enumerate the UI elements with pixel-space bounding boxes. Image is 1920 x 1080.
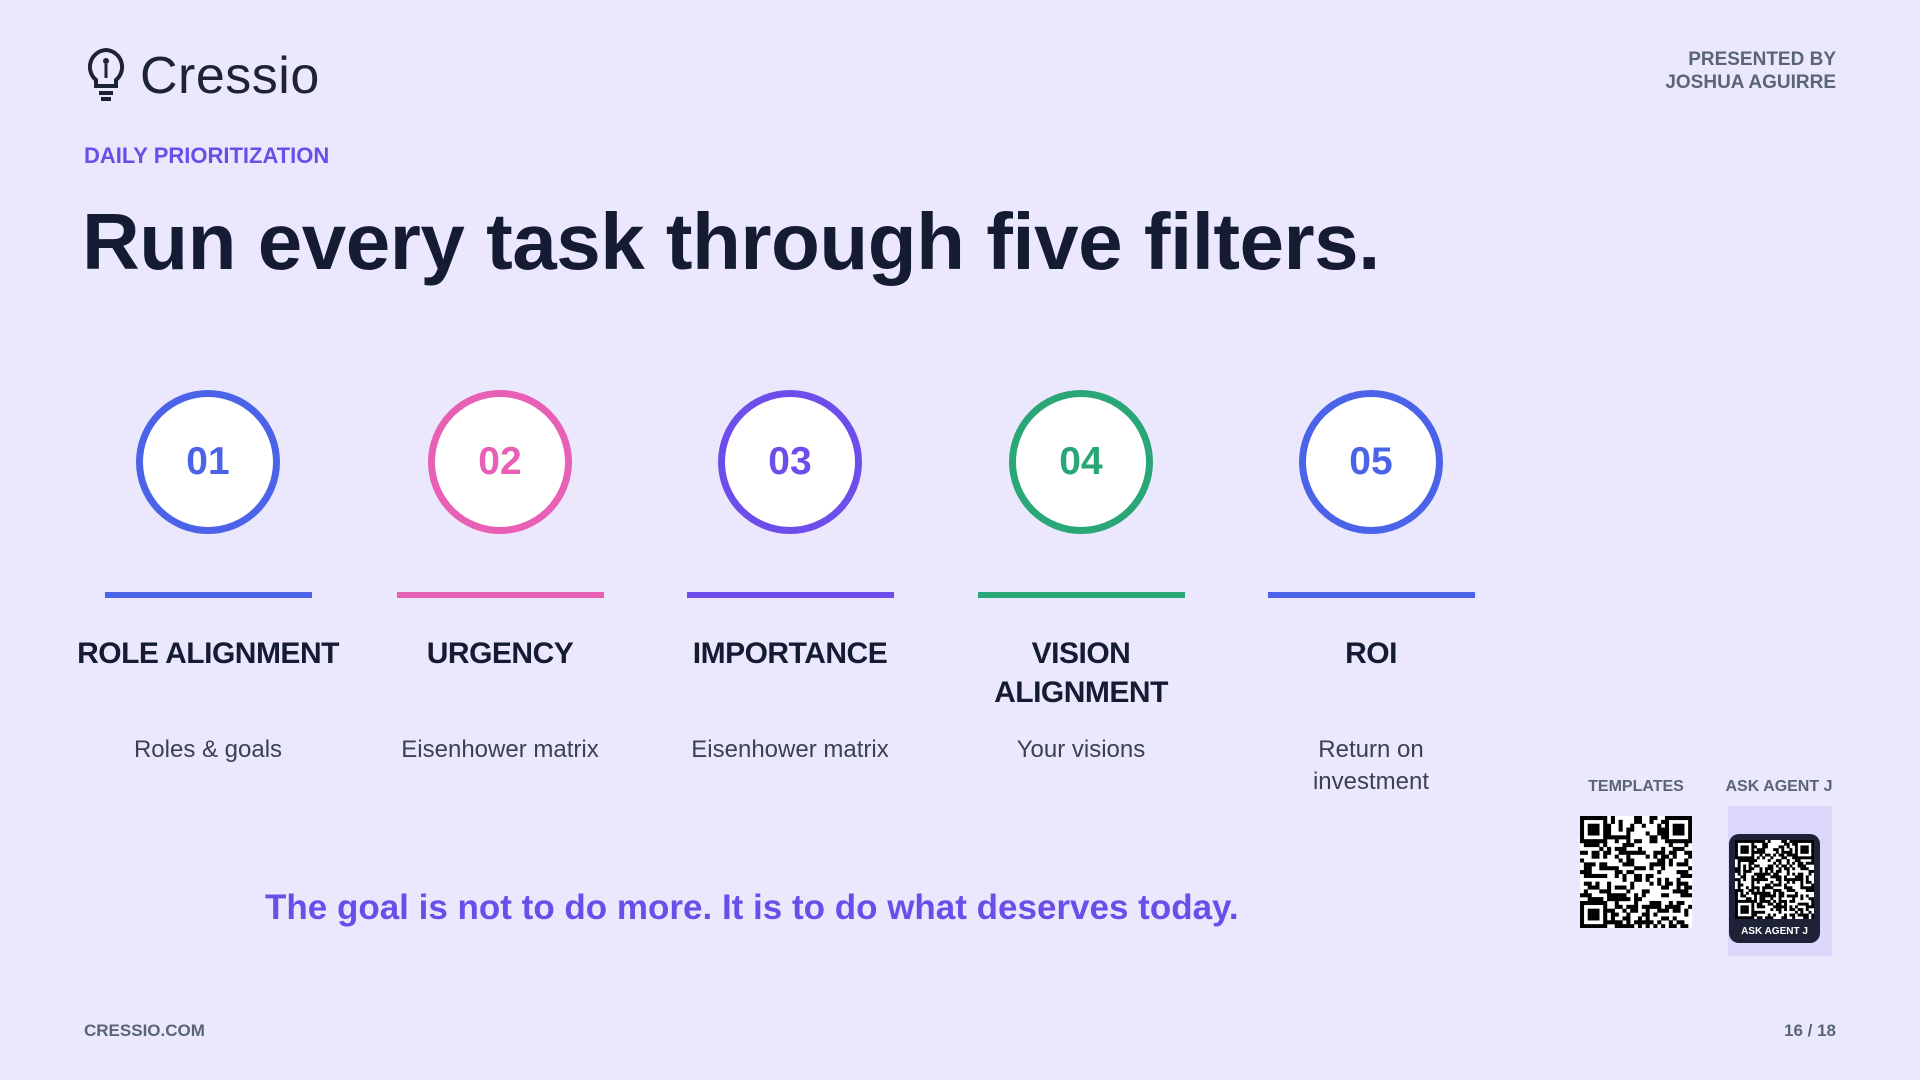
brand-name: Cressio	[140, 47, 320, 105]
eyebrow: DAILY PRIORITIZATION	[84, 143, 330, 168]
filter: 03 IMPORTANCE Eisenhower matrix	[640, 390, 940, 766]
filter: 04 VISION ALIGNMENT Your visions	[931, 390, 1231, 766]
filter-title: ROLE ALIGNMENT	[77, 637, 339, 670]
filter-description: Your visions	[1016, 736, 1146, 763]
page-number: 16 / 18	[1784, 1021, 1836, 1040]
footer-site: CRESSIO.COM	[84, 1021, 205, 1040]
qr-frame: ASK AGENT J	[1729, 834, 1820, 943]
filter-description: Eisenhower matrix	[691, 736, 889, 763]
qr-label: TEMPLATES	[1588, 778, 1684, 795]
filter-rule	[104, 592, 312, 598]
filter-title: ROI	[1345, 637, 1397, 670]
filter-description: Roles & goals	[133, 736, 283, 763]
presenter: PRESENTED BY JOSHUA AGUIRRE	[1665, 48, 1836, 94]
qr-badge: ASK AGENT J	[1741, 926, 1808, 937]
filter-number: 01	[136, 390, 280, 534]
qr-label: ASK AGENT J	[1725, 778, 1833, 795]
filter-title: VISION ALIGNMENT	[994, 637, 1168, 709]
presenter-label: PRESENTED BY	[1688, 49, 1836, 70]
filter-number: 04	[1009, 390, 1153, 534]
filter-title: URGENCY	[426, 637, 574, 670]
filter-rule	[977, 592, 1185, 598]
filter-number: 05	[1299, 390, 1443, 534]
filter: 01 ROLE ALIGNMENT Roles & goals	[58, 390, 358, 766]
qr-code	[1735, 840, 1814, 919]
filter-number: 02	[428, 390, 572, 534]
filter-rule	[1267, 592, 1475, 598]
qr-code[interactable]	[1580, 816, 1692, 928]
filter: 02 URGENCY Eisenhower matrix	[350, 390, 650, 766]
logo-icon	[87, 47, 125, 101]
filter-title: IMPORTANCE	[692, 637, 888, 670]
filter-description: Eisenhower matrix	[401, 736, 599, 763]
presenter-name: JOSHUA AGUIRRE	[1665, 72, 1836, 93]
filter-rule	[686, 592, 894, 598]
filter-rule	[396, 592, 604, 598]
filter-number: 03	[718, 390, 862, 534]
slide-title: Run every task through five filters.	[82, 197, 1380, 286]
filter: 05 ROI Return on investment	[1221, 390, 1521, 798]
qr-card[interactable]: ASK AGENT J	[1728, 806, 1832, 956]
filter-description: Return on investment	[1312, 736, 1430, 795]
quote: The goal is not to do more. It is to do …	[265, 888, 1239, 927]
